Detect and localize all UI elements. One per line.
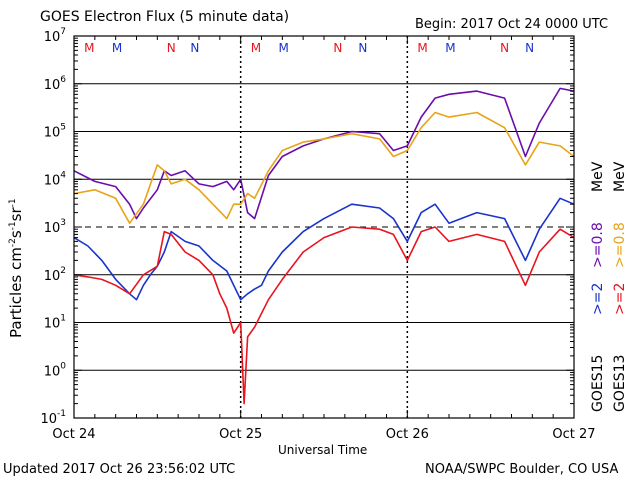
begin-time: Begin: 2017 Oct 24 0000 UTC [415,17,609,32]
marker-N: N [167,41,176,55]
y-tick-labels: 10-1 100 101 102 103 104 105 106 107 [40,27,66,427]
x-tick-label: Oct 26 [386,427,429,442]
x-tick-label: Oct 27 [552,427,595,442]
marker-N: N [333,41,342,55]
legend-unit-lower: MeV [612,161,628,192]
plot-border [73,35,575,419]
y-tick-label: 106 [44,75,67,93]
y-tick-label: 101 [44,314,66,332]
series-line-2 [73,111,575,224]
y-tick-label: 103 [44,218,66,236]
series-line-3 [73,197,575,301]
y-axis-label-text: Particles cm-2s-1sr-1 [7,198,25,338]
marker-M: M [445,41,455,55]
chart-title: GOES Electron Flux (5 minute data) [40,9,290,25]
marker-M: M [84,41,94,55]
legend-goes13-ge2: >=2 [612,282,628,315]
legend-goes15-ge2: >=2 [590,282,606,315]
marker-M: M [279,41,289,55]
series-lines [73,87,575,405]
marker-M: M [251,41,261,55]
legend-goes13-label: GOES13 [612,354,628,412]
y-tick-label: 105 [44,123,66,141]
legend-goes15-ge08: >=0.8 [590,222,606,268]
legend-unit-upper: MeV [590,161,606,192]
y-tick-label: 102 [44,266,66,284]
updated-timestamp: Updated 2017 Oct 26 23:56:02 UTC [3,462,236,477]
marker-M: M [112,41,122,55]
marker-N: N [190,41,199,55]
series-line-4 [73,226,575,405]
marker-N: N [525,41,534,55]
y-tick-label: 10-1 [40,409,66,427]
y-axis-label: Particles cm-2s-1sr-1 [7,198,25,338]
y-tick-label: 107 [44,27,66,45]
series-line-1 [73,87,575,220]
y-tick-label: 100 [44,361,67,379]
marker-N: N [358,41,367,55]
x-tick-label: Oct 25 [219,427,262,442]
y-tick-label: 104 [44,170,67,188]
x-tick-labels: Oct 24 Oct 25 Oct 26 Oct 27 [52,427,595,442]
legend-goes13-ge08: >=0.8 [612,222,628,268]
credit-text: NOAA/SWPC Boulder, CO USA [425,462,619,477]
plot-frame [73,35,575,419]
grid-lines [74,36,574,418]
x-tick-label: Oct 24 [52,427,95,442]
marker-M: M [417,41,427,55]
marker-N: N [500,41,509,55]
x-axis-label: Universal Time [278,443,368,457]
legend-goes15-label: GOES15 [590,354,606,412]
